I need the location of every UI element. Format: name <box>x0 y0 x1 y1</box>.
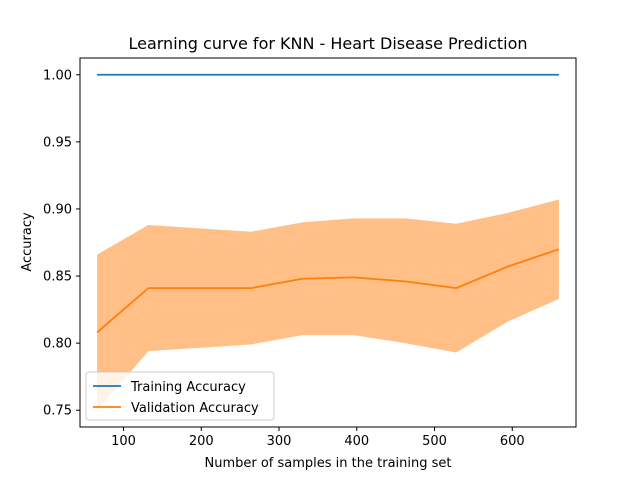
y-tick-label: 1.00 <box>43 68 72 83</box>
x-tick-label: 600 <box>500 434 525 449</box>
x-tick-label: 100 <box>111 434 136 449</box>
validation-accuracy-band <box>97 199 559 411</box>
legend: Training Accuracy Validation Accuracy <box>85 371 275 421</box>
x-axis-label: Number of samples in the training set <box>205 456 452 471</box>
y-axis-label: Accuracy <box>20 212 35 272</box>
validation-accuracy-line <box>96 248 560 334</box>
y-tick-label: 0.90 <box>43 202 72 217</box>
plot-frame <box>79 57 577 428</box>
y-tick-label: 0.95 <box>43 135 72 150</box>
legend-frame <box>85 371 275 421</box>
x-tick-label: 300 <box>267 434 292 449</box>
legend-label-training: Training Accuracy <box>130 380 246 395</box>
chart-title: Learning curve for KNN - Heart Disease P… <box>128 34 527 53</box>
x-axis: 100 200 300 400 500 600 <box>111 427 525 449</box>
legend-label-validation: Validation Accuracy <box>131 401 259 416</box>
y-axis: 0.75 0.80 0.85 0.90 0.95 1.00 <box>43 68 80 419</box>
x-tick-label: 200 <box>189 434 214 449</box>
x-tick-label: 400 <box>344 434 369 449</box>
x-tick-label: 500 <box>422 434 447 449</box>
y-tick-label: 0.75 <box>43 404 72 419</box>
y-tick-label: 0.80 <box>43 337 72 352</box>
plot-area <box>96 73 560 411</box>
y-tick-label: 0.85 <box>43 270 72 285</box>
